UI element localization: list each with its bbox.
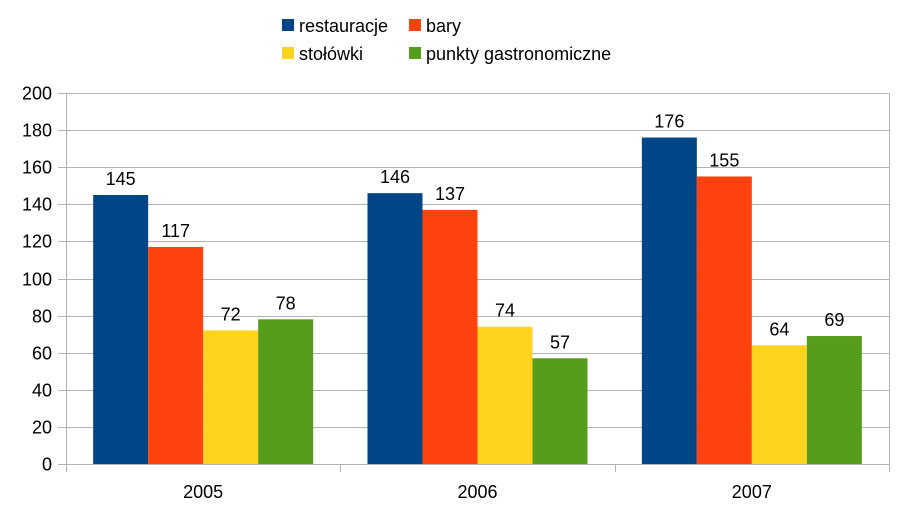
bar-stolowki-2007 <box>751 345 807 464</box>
bar-bary-2006 <box>422 209 478 464</box>
legend-item-bary: bary <box>409 16 461 36</box>
bar-bary-2005 <box>148 246 204 464</box>
data-label-restauracje-2005: 145 <box>106 169 136 189</box>
axes: 0 20 40 60 80 100 120 140 160 180 200 2005 2006 2007 <box>22 84 890 502</box>
data-labels: 145 117 72 78 146 137 74 57 176 155 64 69 <box>106 112 845 353</box>
legend-item-restauracje: restauracje <box>282 16 388 36</box>
legend-swatch-punkty-gastronomiczne <box>409 47 421 59</box>
x-tick-label-2007: 2007 <box>732 482 772 502</box>
x-tick-label-2005: 2005 <box>183 482 223 502</box>
bar-punkty-gastronomiczne-2007 <box>806 336 862 464</box>
y-tick-label-80: 80 <box>32 307 52 327</box>
bar-bary-2007 <box>696 176 752 464</box>
y-tick-label-120: 120 <box>22 232 52 252</box>
legend-item-stolowki: stołówki <box>282 44 363 64</box>
data-label-bary-2005: 117 <box>161 221 190 241</box>
bar-punkty-gastronomiczne-2006 <box>532 358 588 464</box>
data-label-stolowki-2006: 74 <box>495 301 515 321</box>
data-label-stolowki-2005: 72 <box>221 304 241 324</box>
y-tick-label-200: 200 <box>22 84 52 104</box>
legend-label-bary: bary <box>426 16 461 36</box>
bar-stolowki-2006 <box>477 326 533 464</box>
data-label-bary-2006: 137 <box>435 184 465 204</box>
legend: restauracje bary stołówki punkty gastronomi… <box>282 16 611 64</box>
data-label-restauracje-2006: 146 <box>380 167 410 187</box>
y-tick-label-60: 60 <box>32 344 52 364</box>
legend-swatch-stolowki <box>282 47 294 59</box>
data-label-restauracje-2007: 176 <box>654 112 684 132</box>
legend-swatch-restauracje <box>282 19 294 31</box>
bar-punkty-gastronomiczne-2005 <box>258 319 314 464</box>
legend-label-punkty-gastronomiczne: punkty gastronomiczne <box>426 44 611 64</box>
bar-restauracje-2006 <box>367 193 423 465</box>
y-tick-label-40: 40 <box>32 381 52 401</box>
y-tick-label-100: 100 <box>22 270 52 290</box>
data-label-punkty-gastronomiczne-2005: 78 <box>276 293 296 313</box>
bars <box>93 137 862 465</box>
y-tick-label-160: 160 <box>22 158 52 178</box>
bar-stolowki-2005 <box>203 330 259 464</box>
y-tick-label-20: 20 <box>32 418 52 438</box>
data-label-stolowki-2007: 64 <box>769 319 789 339</box>
legend-item-punkty-gastronomiczne: punkty gastronomiczne <box>409 44 611 64</box>
data-label-punkty-gastronomiczne-2007: 69 <box>824 310 844 330</box>
legend-label-restauracje: restauracje <box>299 16 388 36</box>
x-tick-label-2006: 2006 <box>457 482 497 502</box>
y-tick-label-0: 0 <box>42 455 52 475</box>
data-label-punkty-gastronomiczne-2006: 57 <box>550 332 570 352</box>
bar-restauracje-2007 <box>641 137 697 464</box>
legend-label-stolowki: stołówki <box>299 44 363 64</box>
y-tick-label-140: 140 <box>22 195 52 215</box>
data-label-bary-2007: 155 <box>709 150 739 170</box>
bar-restauracje-2005 <box>93 195 149 464</box>
legend-swatch-bary <box>409 19 421 31</box>
y-tick-label-180: 180 <box>22 121 52 141</box>
